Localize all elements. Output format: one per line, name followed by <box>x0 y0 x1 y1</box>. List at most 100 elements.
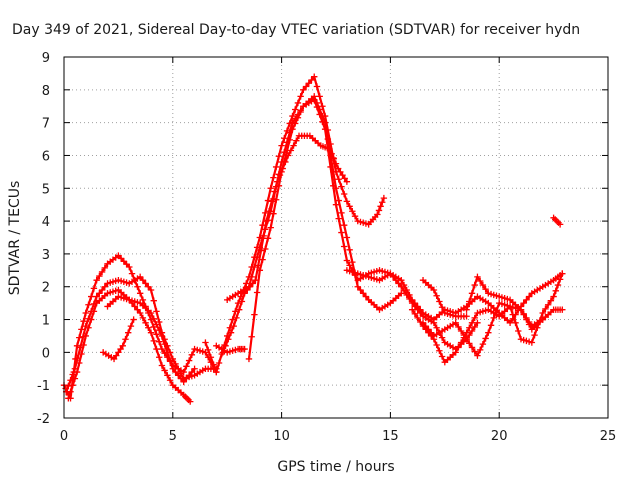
y-tick-label: 3 <box>42 248 50 263</box>
data-point <box>463 306 470 313</box>
data-point <box>455 323 462 331</box>
data-point <box>531 331 538 339</box>
data-point <box>338 183 345 190</box>
series-track-10 <box>213 342 248 356</box>
data-point <box>292 106 299 113</box>
data-point <box>414 303 421 310</box>
data-point <box>438 304 446 311</box>
data-point <box>245 355 253 363</box>
data-point <box>78 350 85 358</box>
data-point <box>93 293 100 300</box>
data-point <box>374 211 381 218</box>
data-point <box>338 209 345 217</box>
data-point <box>150 297 157 304</box>
data-point <box>335 197 342 204</box>
data-point <box>479 281 487 289</box>
data-point <box>183 375 190 382</box>
data-point <box>248 273 255 281</box>
data-point <box>346 262 353 269</box>
data-point <box>251 311 258 318</box>
data-point <box>338 229 345 236</box>
data-point <box>113 352 120 359</box>
data-point <box>539 316 546 323</box>
x-tick-label: 0 <box>60 429 68 444</box>
data-point <box>482 285 489 293</box>
data-point <box>281 135 288 142</box>
data-point <box>69 371 76 378</box>
data-point <box>166 377 174 384</box>
data-point <box>191 365 198 372</box>
data-point <box>150 315 157 322</box>
data-point <box>490 314 497 322</box>
data-point <box>343 198 351 205</box>
data-point <box>525 293 533 300</box>
data-point <box>340 243 348 250</box>
data-point <box>238 298 246 305</box>
data-point <box>351 212 359 220</box>
data-point <box>433 292 440 299</box>
y-tick-label: -2 <box>37 412 50 427</box>
data-point <box>136 273 144 281</box>
data-point <box>466 340 473 347</box>
data-point <box>272 163 280 171</box>
data-point <box>130 316 137 323</box>
data-point <box>457 327 465 335</box>
data-point <box>98 268 106 276</box>
data-point <box>78 326 85 333</box>
data-point <box>158 362 166 369</box>
data-point <box>172 360 179 368</box>
data-point <box>235 306 243 313</box>
data-point <box>215 359 223 367</box>
data-point <box>127 322 135 330</box>
data-point <box>150 337 157 345</box>
data-point <box>227 329 235 336</box>
data-point <box>136 309 144 317</box>
data-point <box>222 342 229 349</box>
data-point <box>264 217 272 224</box>
data-point <box>455 344 462 351</box>
data-point <box>300 86 307 94</box>
data-point <box>281 157 288 165</box>
series-track-16 <box>550 214 564 228</box>
data-point <box>476 346 484 354</box>
data-point <box>311 73 318 80</box>
data-point <box>101 283 108 290</box>
data-point <box>316 111 323 118</box>
data-point <box>520 311 527 318</box>
y-tick-label: 4 <box>42 215 50 230</box>
data-point <box>357 286 364 294</box>
data-point <box>316 93 323 100</box>
data-point <box>436 298 443 305</box>
data-point <box>430 286 438 294</box>
y-tick-label: 0 <box>42 346 50 361</box>
data-point <box>225 336 232 343</box>
series-track-11 <box>343 267 566 327</box>
data-point <box>479 340 487 348</box>
data-point <box>425 326 432 333</box>
data-point <box>272 196 280 203</box>
data-point <box>433 324 440 331</box>
data-point <box>241 345 248 353</box>
data-point <box>185 357 193 364</box>
data-point <box>517 306 525 313</box>
data-point <box>166 357 174 364</box>
data-point <box>406 291 413 299</box>
data-point <box>340 221 348 229</box>
axis-ticks <box>63 56 609 419</box>
series-track-15 <box>419 276 470 320</box>
data-point <box>408 296 416 304</box>
data-point <box>343 178 351 185</box>
data-point <box>188 368 196 376</box>
data-point <box>343 234 351 241</box>
series-track-4 <box>104 293 198 386</box>
data-point <box>485 329 492 336</box>
data-point <box>270 210 277 217</box>
data-point <box>202 339 209 346</box>
data-point <box>90 285 98 292</box>
data-point <box>294 99 302 107</box>
data-point <box>71 375 79 382</box>
data-point <box>313 83 321 90</box>
data-point <box>283 147 291 154</box>
data-point <box>115 349 122 356</box>
